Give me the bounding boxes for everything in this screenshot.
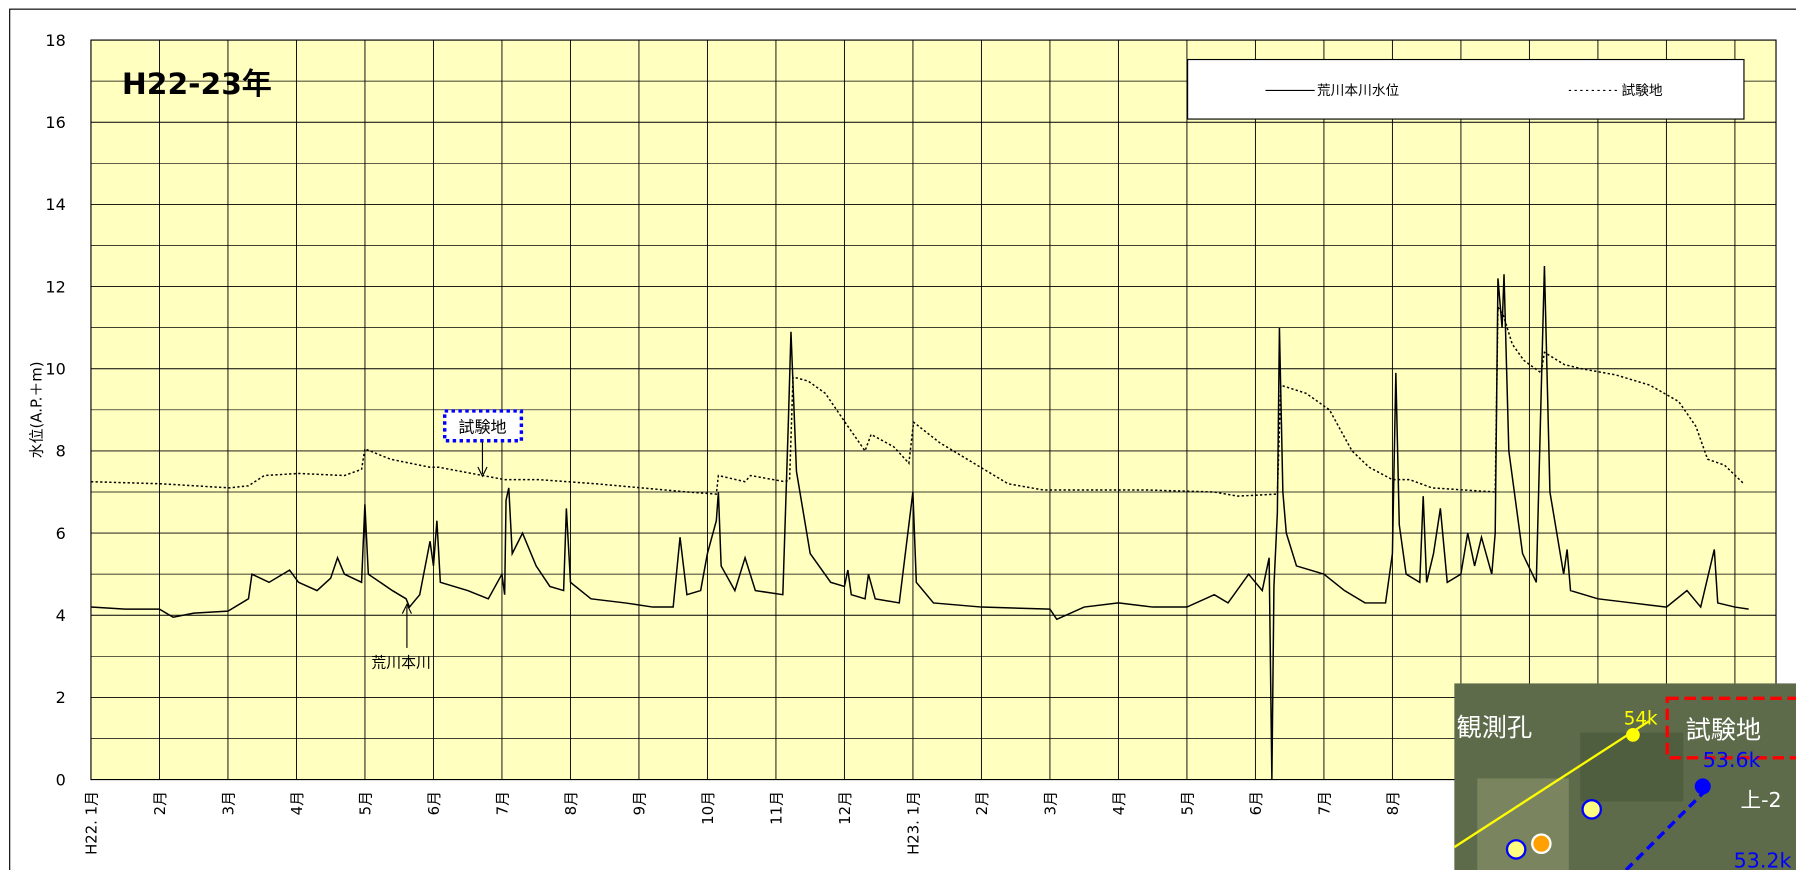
annotation-text: 荒川本川 <box>371 653 431 671</box>
x-tick-label: 9月 <box>631 791 649 815</box>
x-tick-label: H22. 1月 <box>83 791 101 855</box>
legend-label: 試験地 <box>1621 83 1662 99</box>
map-label: 試験地 <box>1686 715 1762 744</box>
x-tick-label: 3月 <box>1042 791 1060 815</box>
x-tick-label: 12月 <box>836 791 854 825</box>
x-tick-label: 10月 <box>699 791 717 825</box>
map-point <box>1583 800 1601 818</box>
map-label: 54k <box>1624 709 1658 730</box>
chart: 0 2 4 6 8 10 12 14 16 18 H22. 1月 2月 3月 4月 5月 6月 7月 8月 9月 10… <box>0 0 1796 870</box>
x-tick-label: 5月 <box>357 791 375 815</box>
map-label: 観測孔 <box>1457 713 1533 742</box>
y-tick-label: 16 <box>45 113 65 132</box>
y-axis-label: 水位(A.P.＋m) <box>28 361 46 458</box>
x-tick-label: 6月 <box>1247 791 1265 815</box>
page: 0 2 4 6 8 10 12 14 16 18 H22. 1月 2月 3月 4月 5月 6月 7月 8月 9月 10… <box>0 0 1796 874</box>
x-tick-label: 8月 <box>1384 791 1402 815</box>
x-tick-label: 7月 <box>1316 791 1334 815</box>
y-tick-label: 14 <box>45 195 65 214</box>
y-tick-label: 4 <box>56 606 66 625</box>
x-tick-label: 8月 <box>562 791 580 815</box>
map-point <box>1532 835 1550 853</box>
map-point <box>1626 728 1640 742</box>
x-tick-label: 2月 <box>973 791 991 815</box>
chart-title: H22-23年 <box>122 67 272 102</box>
y-tick-label: 0 <box>56 770 66 789</box>
y-tick-label: 18 <box>45 31 65 50</box>
y-tick-label: 2 <box>56 688 66 707</box>
y-tick-label: 10 <box>45 359 65 378</box>
map-label: 上-2 <box>1741 788 1782 812</box>
map-point <box>1507 840 1525 858</box>
y-tick-label: 8 <box>56 442 66 461</box>
x-tick-label: 4月 <box>288 791 306 815</box>
map-label: 53.6k <box>1703 748 1761 772</box>
legend: 荒川本川水位 試験地 <box>1188 60 1744 120</box>
x-tick-label: 5月 <box>1179 791 1197 815</box>
x-tick-label: H23. 1月 <box>905 791 923 855</box>
x-tick-label: 11月 <box>768 791 786 825</box>
x-tick-label: 4月 <box>1110 791 1128 815</box>
x-tick-label: 2月 <box>151 791 169 815</box>
annotation-text: 試験地 <box>458 418 506 437</box>
inset-map: 観測孔 54k 試験地 53.6k 上-2 53.2k <box>1454 683 1796 870</box>
x-tick-label: 3月 <box>220 791 238 815</box>
y-tick-label: 6 <box>56 524 66 543</box>
x-tick-label: 7月 <box>494 791 512 815</box>
x-tick-label: 6月 <box>425 791 443 815</box>
map-point <box>1695 778 1711 794</box>
map-label: 53.2k <box>1734 849 1792 870</box>
y-tick-label: 12 <box>45 277 65 296</box>
legend-label: 荒川本川水位 <box>1317 83 1400 99</box>
